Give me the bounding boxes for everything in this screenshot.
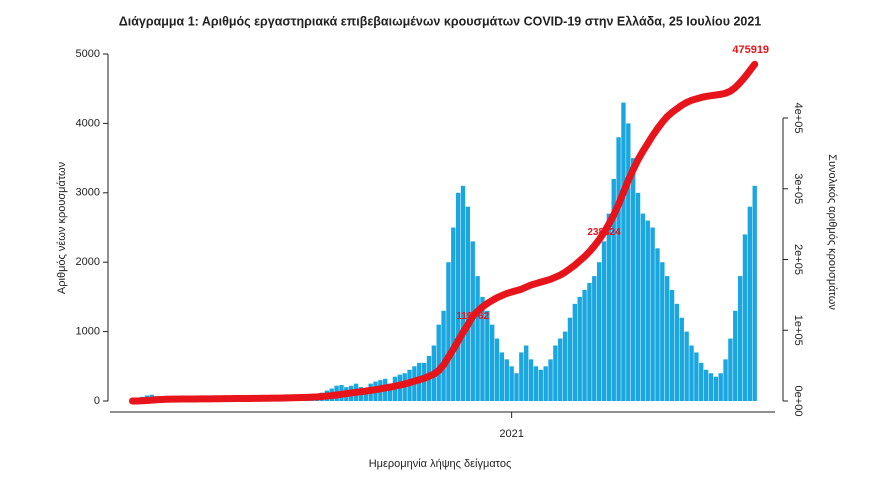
- bar: [582, 289, 587, 401]
- bar: [713, 376, 719, 401]
- bar: [742, 234, 748, 401]
- chart-title: Διάγραμμα 1: Αριθμός εργαστηριακά επιβεβ…: [119, 14, 762, 28]
- bar: [553, 345, 558, 401]
- bar: [548, 359, 553, 401]
- x-tick-label: 2021: [499, 428, 523, 440]
- bar: [562, 331, 568, 401]
- bar: [596, 262, 602, 401]
- bar: [660, 262, 665, 401]
- bar: [509, 366, 514, 401]
- bar: [533, 366, 539, 401]
- bar: [733, 310, 738, 401]
- bar: [519, 352, 524, 401]
- bar: [669, 289, 675, 401]
- bar: [679, 317, 684, 401]
- bar: [630, 158, 636, 401]
- bar: [665, 276, 670, 401]
- bar: [626, 123, 631, 402]
- bar: [708, 373, 714, 401]
- bar: [499, 352, 505, 401]
- bar: [558, 338, 563, 401]
- bar: [611, 178, 616, 401]
- bar: [446, 262, 451, 401]
- bar: [640, 213, 646, 401]
- bar: [601, 241, 607, 401]
- bar: [485, 310, 490, 401]
- bar: [703, 369, 709, 401]
- bar: [451, 227, 456, 401]
- bar: [489, 324, 495, 401]
- bar: [752, 185, 757, 401]
- bar: [480, 296, 485, 401]
- bar: [465, 206, 471, 401]
- bar: [606, 213, 612, 401]
- bar: [645, 220, 650, 401]
- bar: [363, 388, 368, 401]
- y2-tick-label: 2e+05: [792, 244, 804, 275]
- y2-axis-title: Συνολικός αριθμός κρουσμάτων: [826, 154, 838, 310]
- bar: [538, 369, 543, 401]
- bar: [543, 366, 548, 401]
- y2-tick-label: 3e+05: [792, 173, 804, 204]
- bar: [737, 276, 743, 401]
- bar: [572, 303, 578, 401]
- bar: [567, 317, 573, 401]
- bar: [504, 359, 509, 401]
- y-tick-label: 3000: [76, 187, 100, 199]
- bar: [728, 338, 733, 401]
- line-value-label: 475919: [732, 44, 769, 56]
- bar: [694, 352, 699, 401]
- bar: [441, 310, 446, 401]
- bar: [650, 227, 655, 401]
- y-tick-label: 4000: [76, 117, 100, 129]
- bar: [494, 338, 500, 401]
- bar: [524, 345, 529, 401]
- y-tick-label: 1000: [76, 326, 100, 338]
- line-value-label: 119762: [456, 311, 489, 322]
- x-axis-title: Ημερομηνία λήψης δείγματος: [369, 458, 512, 470]
- bar: [718, 373, 723, 401]
- y-tick-label: 2000: [76, 256, 100, 268]
- bar: [723, 359, 728, 401]
- bar: [621, 102, 626, 401]
- y-tick-label: 0: [94, 395, 100, 407]
- y-axis-title: Αριθμός νέων κρουσμάτων: [56, 161, 68, 294]
- bar: [387, 383, 393, 401]
- bar: [475, 276, 480, 401]
- bar: [635, 192, 641, 401]
- y2-tick-label: 0e+00: [792, 386, 804, 417]
- bar: [674, 303, 680, 401]
- bar: [747, 206, 753, 401]
- cumulative-line: [128, 60, 759, 405]
- bar: [689, 345, 694, 401]
- y2-tick-label: 1e+05: [792, 315, 804, 346]
- bar: [577, 296, 582, 401]
- y-tick-label: 5000: [76, 48, 100, 60]
- bar: [514, 373, 519, 401]
- bar: [616, 137, 621, 401]
- bar: [587, 283, 592, 401]
- bar: [699, 362, 704, 401]
- bar: [460, 185, 466, 401]
- bar: [684, 331, 689, 401]
- y2-tick-label: 4e+05: [792, 103, 804, 134]
- bar: [455, 192, 461, 401]
- bar: [592, 276, 597, 401]
- bar: [655, 248, 660, 401]
- bar: [436, 324, 441, 401]
- bar: [528, 359, 534, 401]
- line-value-label: 238324: [587, 227, 621, 238]
